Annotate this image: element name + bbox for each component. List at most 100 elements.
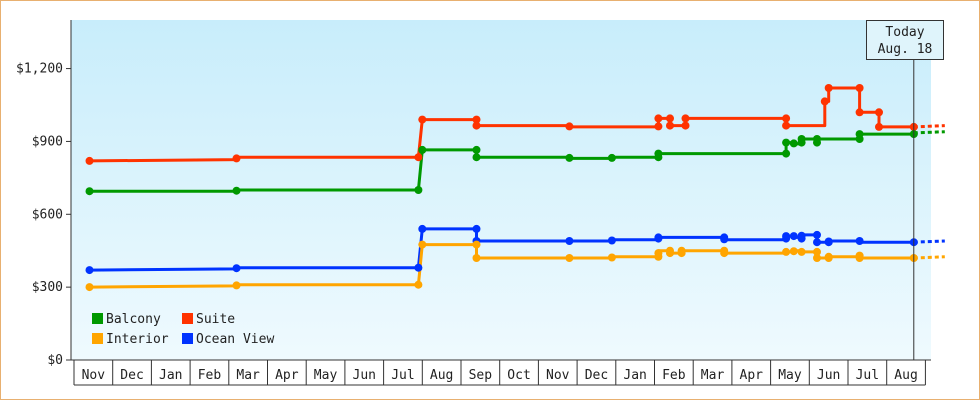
data-point-balcony: [607, 153, 616, 162]
legend-swatch-suite: [182, 313, 193, 324]
data-point-suite: [414, 153, 423, 162]
data-point-interior: [789, 247, 798, 256]
data-point-interior: [813, 254, 821, 262]
data-point-balcony: [472, 145, 481, 154]
data-point-interior: [666, 249, 674, 258]
data-point-ocean-view: [418, 224, 427, 233]
x-tick-label: Apr: [740, 368, 764, 383]
x-tick-label: May: [314, 368, 338, 383]
data-point-suite: [232, 154, 241, 163]
today-label: Today: [885, 25, 925, 40]
data-point-balcony: [414, 186, 423, 194]
data-point-suite: [681, 114, 690, 123]
data-point-interior: [472, 240, 481, 249]
x-tick-label: Jul: [856, 368, 879, 383]
x-tick-label: Jan: [623, 368, 646, 383]
data-point-interior: [607, 253, 616, 262]
data-point-ocean-view: [813, 230, 821, 239]
data-point-suite: [472, 115, 481, 124]
y-tick-label: $600: [32, 207, 63, 222]
data-point-suite: [666, 121, 674, 130]
data-point-suite: [782, 121, 791, 130]
series-forecast-balcony: [913, 130, 945, 135]
data-point-ocean-view: [565, 237, 574, 245]
legend-swatch-balcony: [92, 313, 103, 324]
x-tick-label: Oct: [507, 368, 530, 383]
x-tick-label: Nov: [82, 368, 106, 383]
x-tick-label: Dec: [120, 368, 143, 383]
x-tick-label: Dec: [585, 368, 608, 383]
x-tick-label: Aug: [430, 368, 453, 383]
series-forecast-suite: [913, 124, 945, 129]
data-point-balcony: [418, 145, 427, 154]
x-tick-label: Jun: [353, 368, 376, 383]
data-point-suite: [654, 114, 663, 123]
data-point-suite: [782, 114, 791, 123]
x-tick-label: Sep: [469, 368, 493, 383]
series-forecast-interior: [913, 255, 945, 260]
legend-label-interior: Interior: [106, 332, 169, 347]
data-point-ocean-view: [813, 238, 821, 247]
data-point-interior: [813, 247, 821, 256]
x-tick-label: Feb: [662, 368, 686, 383]
data-point-interior: [85, 283, 94, 292]
data-point-interior: [720, 249, 729, 258]
legend-item-balcony: Balcony: [92, 312, 161, 327]
y-tick-label: $1,200: [16, 62, 63, 77]
data-point-ocean-view: [607, 236, 616, 245]
data-point-ocean-view: [782, 234, 791, 243]
data-point-interior: [654, 252, 663, 261]
data-point-interior: [855, 254, 864, 262]
data-point-interior: [797, 247, 806, 256]
legend-label-balcony: Balcony: [106, 312, 161, 327]
data-point-interior: [782, 247, 791, 256]
data-point-balcony: [789, 139, 798, 148]
data-point-ocean-view: [855, 237, 864, 245]
data-point-balcony: [565, 153, 574, 162]
data-point-suite: [875, 108, 883, 117]
data-point-interior: [824, 254, 833, 262]
data-point-suite: [875, 122, 883, 131]
data-point-balcony: [85, 187, 94, 196]
legend-item-interior: Interior: [92, 332, 169, 347]
data-point-balcony: [472, 153, 481, 162]
data-point-ocean-view: [789, 232, 798, 241]
data-point-ocean-view: [720, 235, 729, 244]
x-tick-label: Nov: [546, 368, 570, 383]
x-tick-label: Mar: [236, 368, 260, 383]
data-point-suite: [418, 115, 427, 124]
x-tick-label: Aug: [894, 368, 917, 383]
data-point-balcony: [782, 149, 791, 158]
data-point-ocean-view: [654, 233, 663, 242]
data-point-balcony: [782, 138, 791, 147]
legend-label-suite: Suite: [196, 312, 236, 327]
data-point-interior: [232, 281, 241, 290]
x-tick-label: Jul: [391, 368, 414, 383]
x-tick-label: May: [778, 368, 802, 383]
y-tick-label: $900: [32, 134, 63, 149]
data-point-suite: [85, 156, 94, 165]
legend-swatch-interior: [92, 333, 103, 344]
data-point-ocean-view: [85, 266, 94, 275]
y-tick-label: $0: [47, 353, 63, 368]
data-point-ocean-view: [797, 234, 806, 243]
data-point-interior: [418, 240, 427, 249]
x-tick-label: Mar: [701, 368, 725, 383]
x-tick-label: Jun: [817, 368, 840, 383]
data-point-interior: [677, 249, 686, 258]
data-point-suite: [472, 121, 481, 130]
data-point-suite: [855, 84, 864, 92]
data-point-suite: [565, 122, 574, 131]
data-point-suite: [666, 114, 674, 123]
legend-item-suite: Suite: [182, 312, 235, 327]
data-point-suite: [820, 97, 829, 106]
series-forecast-ocean-view: [913, 239, 945, 244]
data-point-balcony: [855, 130, 864, 139]
x-tick-label: Jan: [159, 368, 182, 383]
data-point-suite: [654, 122, 663, 131]
legend-item-ocean-view: Ocean View: [182, 332, 274, 347]
y-tick-label: $300: [32, 280, 63, 295]
data-point-balcony: [813, 138, 821, 147]
data-point-balcony: [232, 186, 241, 195]
